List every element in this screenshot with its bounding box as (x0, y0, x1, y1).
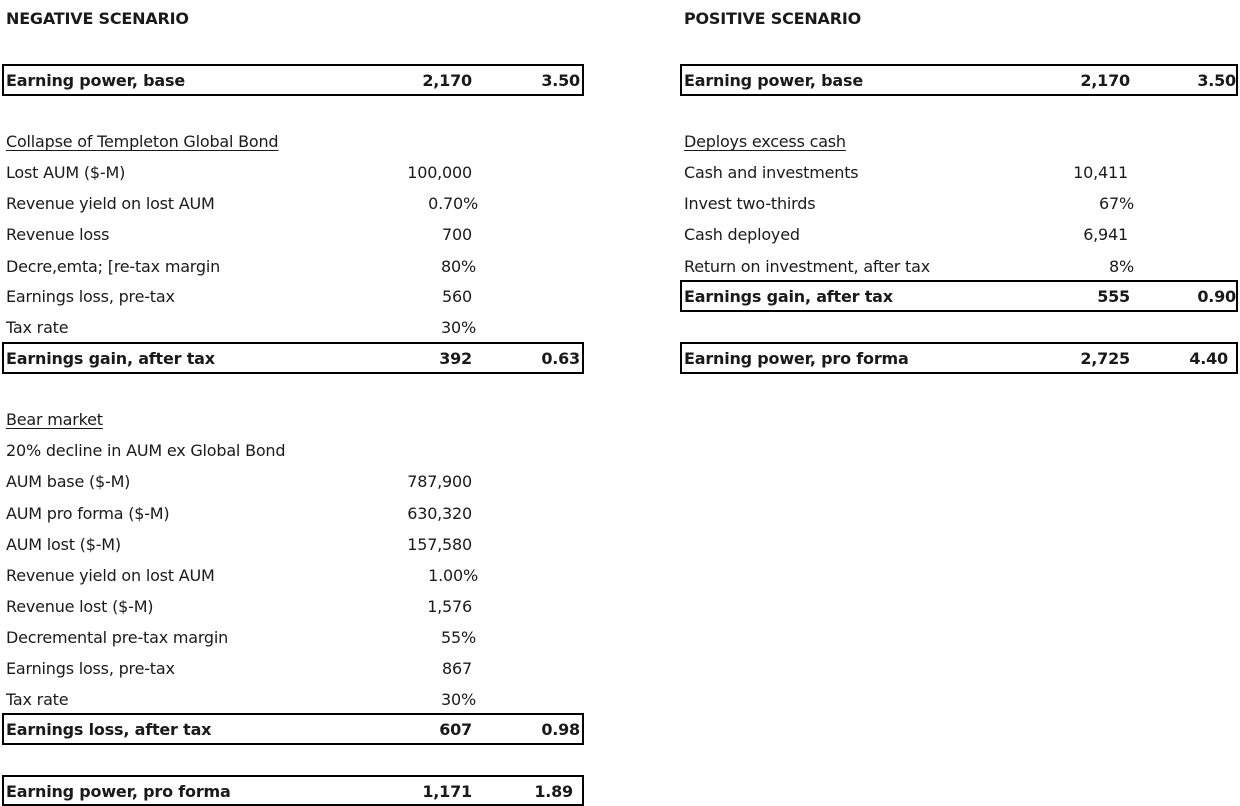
negative-proforma-per-share: 1.89 (534, 782, 573, 801)
bear-section-subtitle: 20% decline in AUM ex Global Bond (6, 441, 286, 460)
bear-row-value: 867 (442, 659, 472, 678)
deploy-total-box (680, 280, 1238, 312)
positive-proforma-label: Earning power, pro forma (684, 349, 909, 368)
bear-row-value: 1.00% (428, 566, 478, 585)
negative-scenario-heading: NEGATIVE SCENARIO (6, 9, 189, 28)
bear-row-value: 30% (441, 690, 476, 709)
positive-proforma-per-share: 4.40 (1189, 349, 1228, 368)
bear-total-label: Earnings loss, after tax (6, 720, 212, 739)
positive-proforma-value: 2,725 (1080, 349, 1130, 368)
positive-base-per-share: 3.50 (1197, 71, 1236, 90)
deploy-total-label: Earnings gain, after tax (684, 287, 893, 306)
bear-row-value: 1,576 (427, 597, 472, 616)
templeton-total-box (2, 342, 584, 374)
deploy-row-value: 8% (1109, 257, 1134, 276)
deploy-row-label: Invest two-thirds (684, 194, 816, 213)
deploy-row-value: 67% (1099, 194, 1134, 213)
deploy-total-per-share: 0.90 (1197, 287, 1236, 306)
templeton-total-label: Earnings gain, after tax (6, 349, 215, 368)
templeton-row-value: 100,000 (407, 163, 472, 182)
deploy-row-value: 6,941 (1083, 225, 1128, 244)
negative-proforma-value: 1,171 (422, 782, 472, 801)
templeton-total-per-share: 0.63 (541, 349, 580, 368)
templeton-row-value: 560 (442, 287, 472, 306)
negative-base-label: Earning power, base (6, 71, 185, 90)
templeton-row-label: Decre,emta; [re-tax margin (6, 257, 221, 276)
templeton-total-value: 392 (439, 349, 472, 368)
bear-row-label: Tax rate (6, 690, 69, 709)
bear-row-label: AUM base ($-M) (6, 472, 131, 491)
templeton-row-label: Lost AUM ($-M) (6, 163, 126, 182)
negative-base-box (2, 64, 584, 96)
bear-row-label: Earnings loss, pre-tax (6, 659, 175, 678)
templeton-row-value: 80% (441, 257, 476, 276)
bear-row-value: 630,320 (407, 504, 472, 523)
bear-row-label: Decremental pre-tax margin (6, 628, 229, 647)
bear-total-box (2, 713, 584, 745)
bear-section-title: Bear market (6, 410, 103, 429)
deploy-row-label: Cash deployed (684, 225, 800, 244)
bear-row-value: 787,900 (407, 472, 472, 491)
bear-row-label: Revenue lost ($-M) (6, 597, 154, 616)
templeton-row-value: 30% (441, 318, 476, 337)
templeton-row-label: Tax rate (6, 318, 69, 337)
templeton-section-title: Collapse of Templeton Global Bond (6, 132, 279, 151)
positive-scenario-heading: POSITIVE SCENARIO (684, 9, 861, 28)
deploy-row-label: Cash and investments (684, 163, 859, 182)
bear-row-label: AUM pro forma ($-M) (6, 504, 170, 523)
templeton-row-label: Revenue loss (6, 225, 110, 244)
bear-row-label: AUM lost ($-M) (6, 535, 121, 554)
negative-proforma-label: Earning power, pro forma (6, 782, 231, 801)
bear-row-value: 55% (441, 628, 476, 647)
positive-base-value: 2,170 (1080, 71, 1130, 90)
negative-base-per-share: 3.50 (541, 71, 580, 90)
bear-row-value: 157,580 (407, 535, 472, 554)
deploy-row-value: 10,411 (1073, 163, 1128, 182)
negative-base-value: 2,170 (422, 71, 472, 90)
positive-base-label: Earning power, base (684, 71, 863, 90)
bear-total-value: 607 (439, 720, 472, 739)
deploy-row-label: Return on investment, after tax (684, 257, 931, 276)
bear-row-label: Revenue yield on lost AUM (6, 566, 215, 585)
positive-base-box (680, 64, 1238, 96)
bear-total-per-share: 0.98 (541, 720, 580, 739)
deploy-section-title: Deploys excess cash (684, 132, 846, 151)
deploy-total-value: 555 (1097, 287, 1130, 306)
templeton-row-label: Revenue yield on lost AUM (6, 194, 215, 213)
templeton-row-value: 0.70% (428, 194, 478, 213)
templeton-row-label: Earnings loss, pre-tax (6, 287, 175, 306)
positive-proforma-box (680, 342, 1238, 374)
templeton-row-value: 700 (442, 225, 472, 244)
negative-proforma-box (2, 775, 584, 806)
